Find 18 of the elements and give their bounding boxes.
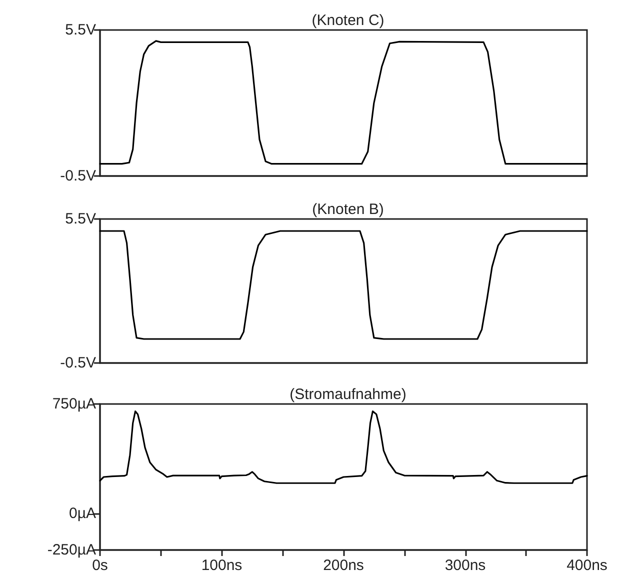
y-tick-label: 5.5V [65,22,96,38]
x-tick-label: 100ns [201,557,242,574]
y-tick-label: 0µA [69,505,96,522]
x-tick-label: 0s [92,557,108,574]
chart-title: (Stromaufnahme) [290,386,406,403]
y-tick-label: 750µA [52,396,96,412]
x-tick-label: 200ns [323,557,364,574]
y-tick-label: -0.5V [60,354,96,372]
y-tick-label: 5.5V [65,210,96,228]
y-tick-label: -250µA [47,542,96,558]
chart-title: (Knoten B) [312,201,384,218]
x-tick-label: 300ns [444,557,486,574]
chart-title: (Knoten C) [312,12,384,29]
line-series [99,40,588,165]
x-tick-label: 400ns [566,557,608,574]
y-tick-label: -0.5V [60,168,96,184]
line-series [99,410,588,484]
line-series [99,230,588,340]
